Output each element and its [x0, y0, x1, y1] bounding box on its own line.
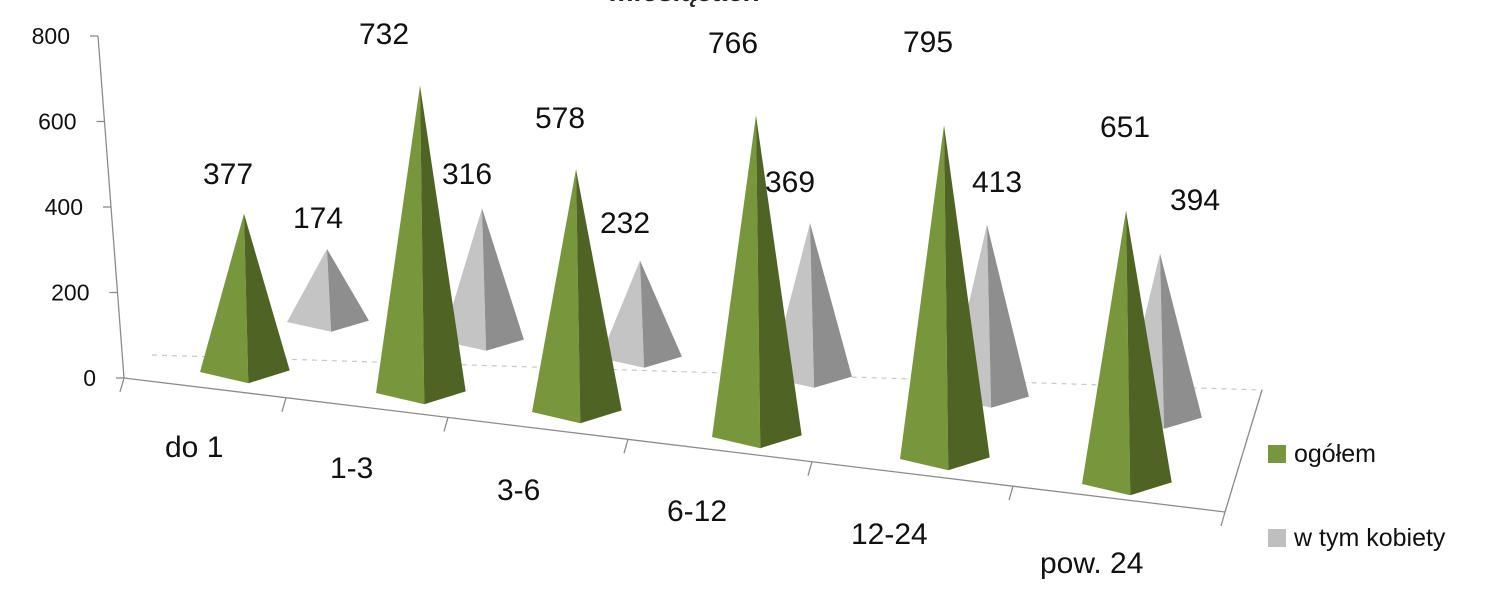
data-label-total: 651 — [1100, 111, 1150, 144]
x-tick — [1008, 486, 1014, 501]
data-label-women: 413 — [972, 166, 1022, 199]
legend-item-total: ogółem — [1268, 438, 1445, 470]
pyramid-total-front-face — [712, 115, 761, 449]
chart-title: miesiącach — [610, 0, 761, 8]
pyramid-total — [376, 85, 466, 405]
pyramid-total — [532, 169, 622, 424]
pyramid-women-side-face — [640, 260, 682, 368]
data-label-total: 766 — [708, 27, 758, 60]
pyramid-total-front-face — [200, 213, 249, 384]
pyramid-total-side-face — [244, 213, 290, 384]
pyramid-total-front-face — [532, 169, 581, 424]
pyramid-women-front-face — [287, 248, 332, 332]
pyramid-women-side-face — [810, 223, 852, 388]
pyramid-total — [900, 125, 990, 471]
pyramid-chart: 0 200 400 600 800 do 1 1-3 3-6 6-12 12-24 pow. 24 3… — [32, 18, 1263, 580]
pyramid-total-front-face — [900, 125, 949, 471]
x-tick — [281, 397, 287, 412]
category-label: pow. 24 — [1040, 547, 1143, 580]
category-label: 6-12 — [667, 495, 727, 528]
pyramid-total — [200, 213, 290, 384]
pyramid-total-side-face — [1126, 210, 1172, 496]
data-label-women: 369 — [765, 166, 815, 199]
data-label-total: 578 — [535, 102, 585, 135]
data-label-women: 232 — [600, 207, 650, 240]
pyramid-total-side-face — [576, 169, 622, 424]
category-label: 12-24 — [851, 518, 928, 551]
pyramid-total-side-face — [420, 85, 466, 405]
floor-right-edge — [1224, 389, 1263, 513]
pyramid-total-front-face — [1082, 210, 1131, 496]
y-tick-label: 800 — [32, 23, 70, 49]
y-tick-label: 600 — [38, 109, 76, 135]
pyramid-total-front-face — [376, 85, 425, 405]
x-tick — [443, 417, 449, 432]
pyramid-women — [287, 248, 369, 332]
pyramid-women-side-face — [1160, 253, 1202, 429]
category-label: do 1 — [165, 431, 223, 464]
data-label-women: 394 — [1170, 184, 1220, 217]
pyramid-total-side-face — [944, 125, 990, 471]
category-label: 3-6 — [497, 474, 540, 507]
pyramid-women-side-face — [987, 224, 1029, 408]
data-label-total: 795 — [903, 26, 953, 59]
x-axis-line — [123, 377, 1226, 513]
y-tick-label: 0 — [83, 365, 96, 391]
pyramid-women — [600, 260, 682, 368]
data-label-total: 377 — [203, 158, 253, 191]
legend-label-total: ogółem — [1294, 439, 1376, 468]
pyramid-total — [712, 115, 802, 449]
data-label-total: 732 — [359, 18, 409, 51]
data-label-women: 174 — [293, 202, 343, 235]
pyramid-total — [1082, 210, 1172, 496]
category-label: 1-3 — [330, 452, 373, 485]
pyramid-women-side-face — [327, 248, 369, 332]
x-tick — [119, 377, 125, 393]
legend-item-women: w tym kobiety — [1268, 522, 1445, 554]
x-tick — [1220, 511, 1226, 527]
legend-label-women: w tym kobiety — [1294, 523, 1446, 552]
y-tick-label: 400 — [45, 194, 83, 220]
legend-swatch-women — [1268, 529, 1286, 547]
x-tick — [807, 461, 813, 476]
data-label-women: 316 — [442, 158, 492, 191]
x-tick — [623, 439, 629, 454]
pyramid-women-side-face — [482, 208, 524, 351]
y-tick-label: 200 — [51, 280, 89, 306]
legend: ogółem w tym kobiety — [1268, 438, 1445, 606]
pyramid-women-front-face — [600, 260, 645, 368]
legend-swatch-total — [1268, 445, 1286, 463]
pyramid-total-side-face — [756, 115, 802, 449]
